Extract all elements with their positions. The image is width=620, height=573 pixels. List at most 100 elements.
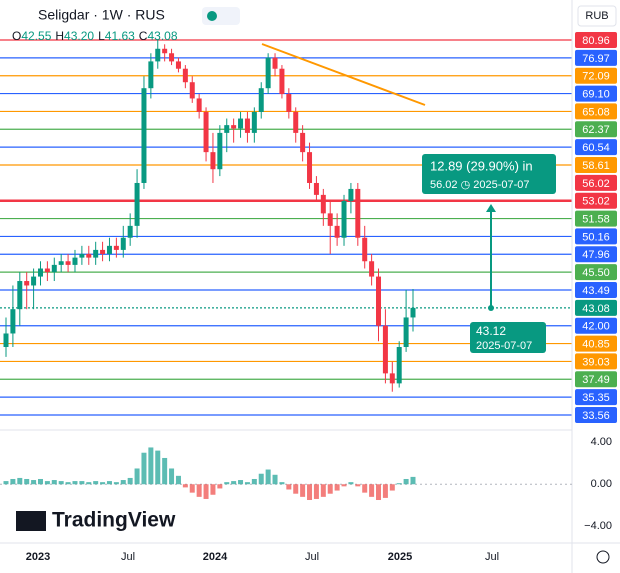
x-tick-label: 2025 — [388, 551, 412, 563]
level-label-bg — [575, 85, 617, 102]
macd-bar — [293, 484, 299, 494]
candle-body — [238, 118, 244, 129]
level-label: 43.49 — [582, 285, 610, 297]
ohlc-key: H — [55, 29, 64, 43]
entry-date: 2025-07-07 — [476, 340, 532, 352]
macd-bar — [403, 478, 409, 485]
macd-bar — [327, 484, 333, 494]
candle-body — [37, 268, 43, 277]
chart-title: Seligdar · 1W · RUS — [38, 7, 165, 23]
ohlc-value: 42.55 — [21, 29, 51, 43]
macd-bar — [286, 484, 292, 490]
macd-tick-label: −4.00 — [584, 520, 612, 532]
settings-icon[interactable] — [596, 550, 610, 564]
ohlc-key: C — [139, 29, 148, 43]
macd-bar — [51, 480, 57, 485]
level-label-bg — [575, 174, 617, 191]
candle-body — [162, 48, 168, 54]
macd-bar — [37, 478, 43, 485]
macd-bar — [189, 484, 195, 493]
level-label-bg — [575, 353, 617, 370]
macd-bar — [272, 474, 278, 485]
macd-bar — [279, 482, 285, 485]
candle-body — [369, 261, 375, 277]
level-label-bg — [575, 407, 617, 423]
candle-body — [127, 225, 133, 238]
macd-bar — [396, 483, 402, 485]
macd-bar — [86, 482, 92, 485]
ohlc-key: L — [98, 29, 105, 43]
macd-bar — [355, 484, 361, 487]
candle-body — [86, 253, 92, 258]
macd-bar — [72, 481, 78, 485]
level-label: 72.09 — [582, 71, 610, 83]
macd-bar — [313, 484, 319, 499]
level-label: 40.85 — [582, 338, 610, 350]
x-tick-label: Jul — [305, 551, 319, 563]
candle-body — [293, 111, 299, 133]
candle-body — [300, 132, 306, 153]
measure-text: 12.89 (29.90%) in — [430, 158, 533, 173]
macd-bar — [203, 484, 209, 499]
level-label-bg — [575, 192, 617, 209]
candle-body — [100, 249, 106, 254]
candle-body — [362, 237, 368, 262]
level-label: 80.96 — [582, 35, 610, 47]
macd-bar — [348, 482, 354, 485]
macd-bar — [382, 484, 388, 498]
macd-bar — [10, 478, 16, 485]
candle-body — [79, 253, 85, 258]
trend-line — [261, 43, 426, 106]
macd-bar — [155, 450, 161, 485]
candle-body — [272, 57, 278, 69]
candle-body — [251, 111, 257, 133]
level-label: 37.49 — [582, 374, 610, 386]
macd-bar — [182, 484, 188, 488]
level-label: 47.96 — [582, 249, 610, 261]
macd-bar — [169, 468, 175, 485]
macd-bar — [58, 481, 64, 485]
ohlc-header: O42.55 H43.20 L41.63 C43.08 — [12, 29, 178, 43]
macd-bar — [31, 480, 37, 485]
ohlc-value: 41.63 — [105, 29, 135, 43]
candle-body — [93, 249, 99, 258]
macd-bar — [93, 481, 99, 485]
currency: RUB — [585, 10, 608, 22]
candle-body — [320, 194, 326, 214]
macd-bar — [217, 484, 223, 489]
candle-body — [189, 82, 195, 99]
macd-bar — [120, 480, 126, 485]
level-label-bg — [575, 228, 617, 245]
ohlc-value: 43.08 — [147, 29, 177, 43]
level-label: 65.08 — [582, 106, 610, 118]
level-label: 50.16 — [582, 231, 610, 243]
candle-body — [348, 188, 354, 201]
x-tick-label: 2024 — [203, 551, 228, 563]
level-label-bg — [575, 67, 617, 84]
candle-body — [31, 276, 37, 286]
candle-body — [376, 276, 382, 326]
candle-body — [410, 307, 416, 318]
x-tick-label: Jul — [121, 551, 135, 563]
candle-body — [403, 317, 409, 348]
candle-body — [307, 152, 313, 183]
level-label-bg — [575, 49, 617, 66]
level-label-bg — [575, 103, 617, 120]
measure-target: 56.02 ◷ 2025-07-07 — [430, 179, 530, 191]
macd-bar — [162, 457, 168, 485]
candle-body — [258, 88, 264, 112]
logo — [16, 511, 46, 531]
level-label: 53.02 — [582, 196, 610, 208]
candle-body — [175, 61, 181, 69]
candle-body — [389, 373, 395, 384]
level-label-bg — [575, 121, 617, 138]
candle-body — [169, 53, 175, 62]
macd-bar — [224, 482, 230, 485]
candle-body — [141, 88, 147, 183]
level-label-bg — [575, 317, 617, 334]
candle-body — [155, 48, 161, 62]
macd-bar — [17, 477, 23, 485]
watermark: TradingView — [52, 509, 176, 532]
